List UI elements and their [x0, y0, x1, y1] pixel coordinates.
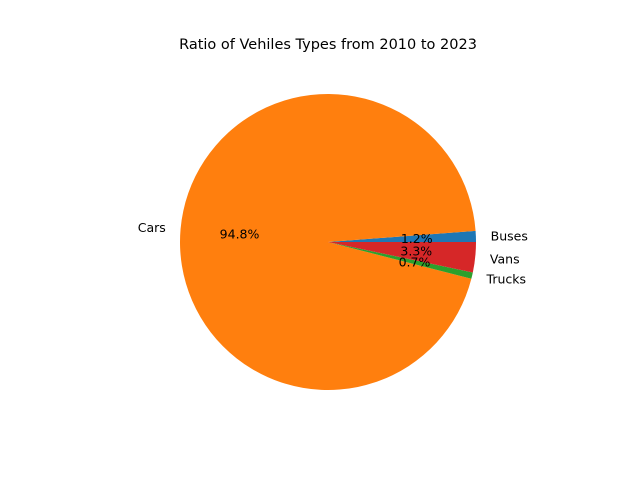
pie-slices: [180, 94, 477, 391]
pie-labels: Buses 1.2% Cars 94.8% Trucks 0.7% Vans 3.3%: [138, 220, 528, 286]
pie-slice-trucks: [328, 242, 473, 279]
slice-label-buses: Buses: [491, 228, 528, 243]
slice-label-cars: Cars: [138, 220, 166, 235]
pie-slice-cars: [180, 94, 476, 391]
slice-percent-vans: 3.3%: [400, 244, 432, 259]
pie-slice-buses: [328, 230, 476, 242]
chart-title: Ratio of Vehiles Types from 2010 to 2023: [179, 37, 477, 53]
slice-label-vans: Vans: [490, 251, 520, 266]
pie-slice-vans: [328, 242, 477, 273]
slice-percent-trucks: 0.7%: [399, 255, 431, 270]
slice-percent-cars: 94.8%: [220, 227, 260, 242]
slice-percent-buses: 1.2%: [401, 231, 433, 246]
slice-label-trucks: Trucks: [486, 272, 526, 287]
